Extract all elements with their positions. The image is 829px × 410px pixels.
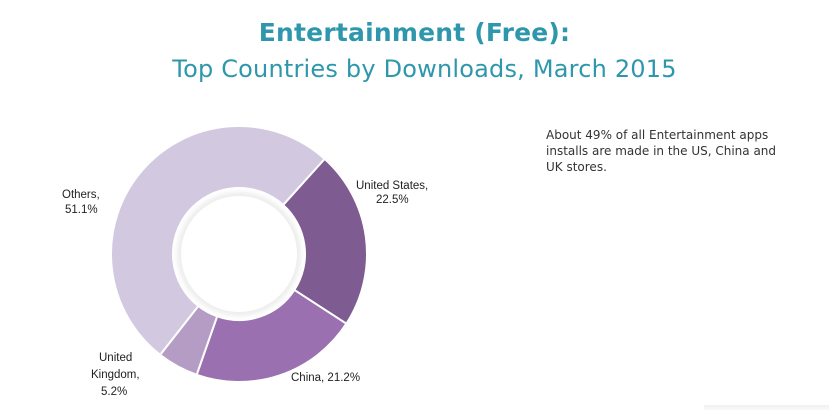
label-china: China, 21.2% [291, 372, 360, 384]
value-others: 51.1% [65, 204, 98, 216]
slice-others [110, 125, 327, 357]
chart-subtitle: Top Countries by Downloads, March 2015 [172, 55, 677, 83]
label-united-kingdom-2: Kingdom, [91, 369, 140, 381]
value-united-states: 22.5% [376, 194, 409, 206]
label-others: Others, [62, 189, 100, 201]
value-united-kingdom: 5.2% [101, 386, 127, 398]
summary-note: About 49% of all Entertainment apps inst… [546, 128, 777, 174]
label-united-states: United States, [356, 180, 428, 192]
footer-shadow [704, 405, 829, 410]
donut-hole [181, 196, 297, 312]
label-united-kingdom-1: United [99, 352, 132, 364]
slice-united-states [281, 157, 368, 326]
slice-china [195, 288, 348, 383]
chart-title: Entertainment (Free): [258, 18, 571, 47]
